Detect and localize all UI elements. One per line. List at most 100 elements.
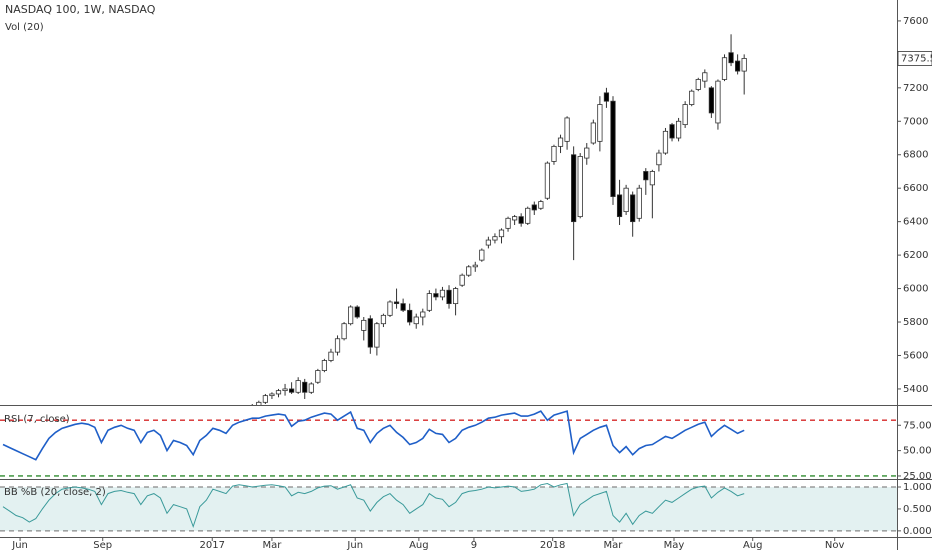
candle-body bbox=[498, 229, 505, 238]
candle-body bbox=[321, 360, 328, 371]
candle-body bbox=[367, 318, 373, 348]
candle-body bbox=[295, 380, 301, 393]
candle-body bbox=[564, 117, 570, 142]
candle-body bbox=[400, 303, 406, 311]
candle-body bbox=[715, 80, 721, 124]
y-tick-label: 7000 bbox=[903, 116, 928, 127]
candle-body bbox=[413, 316, 419, 325]
candle-body bbox=[433, 293, 439, 298]
candle-body bbox=[446, 289, 452, 305]
x-tick-label: 2017 bbox=[200, 540, 225, 550]
y-tick-label: 5400 bbox=[903, 384, 928, 395]
y-tick-label: 7200 bbox=[903, 83, 928, 94]
candle-body bbox=[262, 395, 268, 403]
y-tick-label: 7600 bbox=[903, 16, 928, 27]
x-tick-label: Jun bbox=[11, 540, 28, 550]
candle-body bbox=[682, 104, 688, 126]
bb-title: BB %B (20, close, 2) bbox=[4, 487, 106, 498]
candle-body bbox=[735, 60, 741, 72]
y-tick-label: 6800 bbox=[903, 150, 928, 161]
candle-body bbox=[597, 104, 603, 142]
last-price-label: 7375.58 bbox=[901, 53, 932, 64]
candle-body bbox=[289, 388, 295, 393]
candle-body bbox=[275, 390, 282, 395]
candle-body bbox=[538, 201, 544, 209]
y-tick-label: 5800 bbox=[903, 317, 928, 328]
indicator-line bbox=[2, 482, 745, 529]
band-fill bbox=[0, 487, 897, 531]
candle-body bbox=[636, 187, 642, 219]
candle-body bbox=[426, 293, 432, 311]
candle-body bbox=[695, 79, 701, 90]
candle-body bbox=[571, 154, 577, 223]
candle-body bbox=[492, 236, 498, 241]
candle-body bbox=[393, 301, 400, 305]
volume-label: Vol (20) bbox=[5, 22, 44, 33]
candle-body bbox=[315, 370, 321, 383]
candle-body bbox=[354, 306, 360, 318]
candle-body bbox=[420, 311, 426, 318]
y-tick-label: 6000 bbox=[903, 284, 928, 295]
x-tick-label: Aug bbox=[743, 540, 763, 550]
candle-body bbox=[643, 171, 649, 181]
candle-body bbox=[544, 162, 551, 199]
x-tick-label: May bbox=[664, 540, 685, 550]
candle-body bbox=[466, 266, 472, 276]
candle-body bbox=[380, 314, 387, 325]
candle-body bbox=[630, 194, 636, 223]
candle-body bbox=[334, 338, 341, 353]
candle-body bbox=[361, 319, 367, 331]
candle-body bbox=[557, 137, 564, 147]
candle-body bbox=[649, 171, 655, 186]
candle-body bbox=[603, 92, 610, 102]
candle-body bbox=[525, 207, 531, 224]
x-tick-label: Sep bbox=[93, 540, 112, 550]
candle-body bbox=[518, 216, 524, 224]
y-tick-label: 6600 bbox=[903, 183, 928, 194]
candle-body bbox=[689, 90, 695, 105]
candle-body bbox=[282, 388, 288, 392]
candle-body bbox=[616, 194, 623, 218]
bb-pane bbox=[0, 482, 897, 532]
y-tick-label: 6400 bbox=[903, 217, 928, 228]
candle-body bbox=[551, 145, 557, 162]
candle-body bbox=[610, 100, 616, 197]
candle-body bbox=[577, 156, 583, 218]
x-tick-label: Mar bbox=[262, 540, 282, 550]
last-price-box bbox=[897, 51, 932, 66]
candle-body bbox=[623, 187, 629, 213]
candle-body bbox=[374, 323, 380, 348]
x-tick-label: Jun bbox=[346, 540, 363, 550]
y-tick-label: 6200 bbox=[903, 250, 928, 261]
candle-body bbox=[584, 147, 590, 159]
candle-body bbox=[721, 57, 728, 80]
x-tick-label: 2018 bbox=[540, 540, 565, 550]
candle-body bbox=[675, 120, 682, 139]
candle-body bbox=[590, 122, 596, 144]
candle-body bbox=[702, 72, 708, 82]
candle-body bbox=[256, 401, 262, 405]
candle-body bbox=[439, 289, 446, 298]
candle-body bbox=[512, 216, 518, 221]
candle-body bbox=[708, 87, 714, 114]
x-tick-label: Mar bbox=[604, 540, 624, 550]
candle-body bbox=[269, 393, 275, 397]
x-tick-label: 9 bbox=[471, 540, 477, 550]
candle-body bbox=[531, 204, 537, 211]
candle-body bbox=[656, 152, 662, 166]
candle-body bbox=[407, 309, 413, 323]
x-tick-label: Nov bbox=[825, 540, 845, 550]
candle-body bbox=[459, 274, 465, 286]
candle-body bbox=[728, 52, 734, 64]
candle-body bbox=[479, 249, 485, 261]
candle-body bbox=[662, 130, 669, 154]
candle-body bbox=[669, 124, 675, 139]
